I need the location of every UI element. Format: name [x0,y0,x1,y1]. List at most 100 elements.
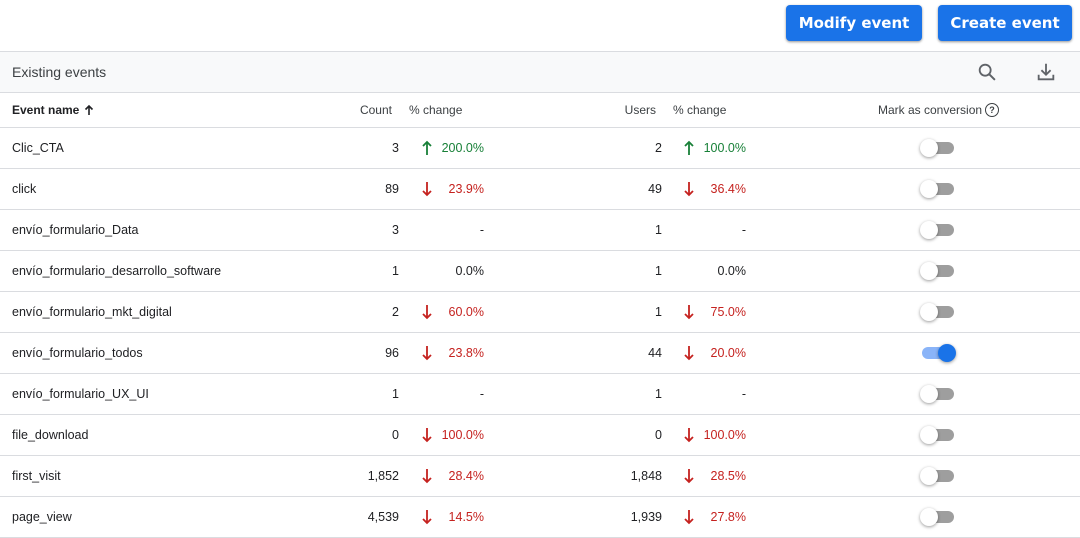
user-count: 0 [655,428,662,442]
event-count: 3 [392,223,399,237]
conversion-toggle[interactable] [920,303,956,321]
toggle-knob [920,139,938,157]
toggle-knob [938,344,956,362]
card-header: Existing events [0,52,1080,93]
conversion-toggle[interactable] [920,426,956,444]
user-count: 1 [655,305,662,319]
event-name-header-label: Event name [12,103,80,117]
count-change: 100.0% [441,428,484,442]
user-count: 1 [655,387,662,401]
search-icon[interactable] [976,61,998,83]
event-name-column-header[interactable]: Event name [12,103,95,117]
arrow-down-icon [421,304,433,320]
user-count: 1,848 [630,469,662,483]
table-row: page_view 4,539 14.5% 1,939 27.8% [0,497,1080,538]
count-change: 60.0% [448,305,484,319]
user-count: 1,939 [630,510,662,524]
conversion-toggle[interactable] [920,344,956,362]
event-name-link[interactable]: envío_formulario_todos [12,346,143,360]
conversion-toggle[interactable] [920,508,956,526]
arrow-down-icon [683,468,695,484]
arrow-up-icon [421,140,433,156]
count-change-column-header[interactable]: % change [409,103,463,117]
user-count: 1 [655,223,662,237]
conversion-toggle[interactable] [920,262,956,280]
help-icon[interactable]: ? [985,103,1000,117]
event-count: 89 [385,182,399,196]
event-name-link[interactable]: click [12,182,37,196]
existing-events-card: Existing events Event name Count % chang… [0,51,1080,538]
arrow-up-icon [85,104,94,115]
users-change: - [741,223,746,237]
event-count: 1 [392,387,399,401]
conversion-toggle[interactable] [920,385,956,403]
conversion-toggle[interactable] [920,467,956,485]
conversion-column-header: Mark as conversion ? [878,103,1000,117]
event-name-link[interactable]: Clic_CTA [12,141,64,155]
event-count: 0 [392,428,399,442]
count-change: 28.4% [448,469,484,483]
count-change: 0.0% [455,264,485,278]
count-change: - [479,223,484,237]
event-count: 1 [392,264,399,278]
conversion-toggle[interactable] [920,221,956,239]
toggle-knob [920,385,938,403]
arrow-down-icon [683,304,695,320]
table-row: click 89 23.9% 49 36.4% [0,169,1080,210]
users-change: 27.8% [710,510,746,524]
users-change: - [741,387,746,401]
create-event-button[interactable]: Create event [938,5,1072,41]
toggle-knob [920,221,938,239]
user-count: 2 [655,141,662,155]
event-name-link[interactable]: envío_formulario_mkt_digital [12,305,172,319]
users-change: 20.0% [710,346,746,360]
event-name-link[interactable]: envío_formulario_UX_UI [12,387,149,401]
event-name-link[interactable]: envío_formulario_Data [12,223,139,237]
conversion-toggle[interactable] [920,180,956,198]
arrow-up-icon [683,140,695,156]
arrow-down-icon [683,181,695,197]
modify-event-button[interactable]: Modify event [786,5,922,41]
users-change: 28.5% [710,469,746,483]
card-title: Existing events [12,64,107,80]
table-row: envío_formulario_mkt_digital 2 60.0% 1 75.0% [0,292,1080,333]
users-change-column-header[interactable]: % change [673,103,727,117]
arrow-down-icon [421,427,433,443]
download-icon[interactable] [1035,61,1057,83]
count-column-header[interactable]: Count [359,103,392,117]
event-name-link[interactable]: file_download [12,428,89,442]
event-name-link[interactable]: first_visit [12,469,61,483]
count-change: 14.5% [448,510,484,524]
event-count: 4,539 [367,510,399,524]
toggle-knob [920,426,938,444]
users-change: 100.0% [703,141,746,155]
arrow-down-icon [683,345,695,361]
user-count: 1 [655,264,662,278]
table-row: envío_formulario_UX_UI 1 - 1 - [0,374,1080,415]
event-name-link[interactable]: envío_formulario_desarrollo_software [12,264,222,278]
arrow-down-icon [421,181,433,197]
toggle-knob [920,467,938,485]
event-count: 1,852 [367,469,399,483]
users-change: 75.0% [710,305,746,319]
arrow-down-icon [421,345,433,361]
users-change: 0.0% [717,264,747,278]
arrow-down-icon [683,427,695,443]
conversion-toggle[interactable] [920,139,956,157]
count-change: 200.0% [441,141,484,155]
event-name-link[interactable]: page_view [12,510,72,524]
table-header: Event name Count % change Users % change… [0,93,1080,128]
table-row: first_visit 1,852 28.4% 1,848 28.5% [0,456,1080,497]
table-row: envío_formulario_desarrollo_software 1 0.0… [0,251,1080,292]
count-change: 23.9% [448,182,484,196]
count-change: - [479,387,484,401]
users-change: 100.0% [703,428,746,442]
arrow-down-icon [683,509,695,525]
users-column-header[interactable]: Users [624,103,656,117]
event-count: 2 [392,305,399,319]
top-action-bar: Modify event Create event [0,0,1080,52]
toggle-knob [920,262,938,280]
table-row: envío_formulario_todos 96 23.8% 44 20.0% [0,333,1080,374]
user-count: 49 [648,182,662,196]
user-count: 44 [648,346,662,360]
